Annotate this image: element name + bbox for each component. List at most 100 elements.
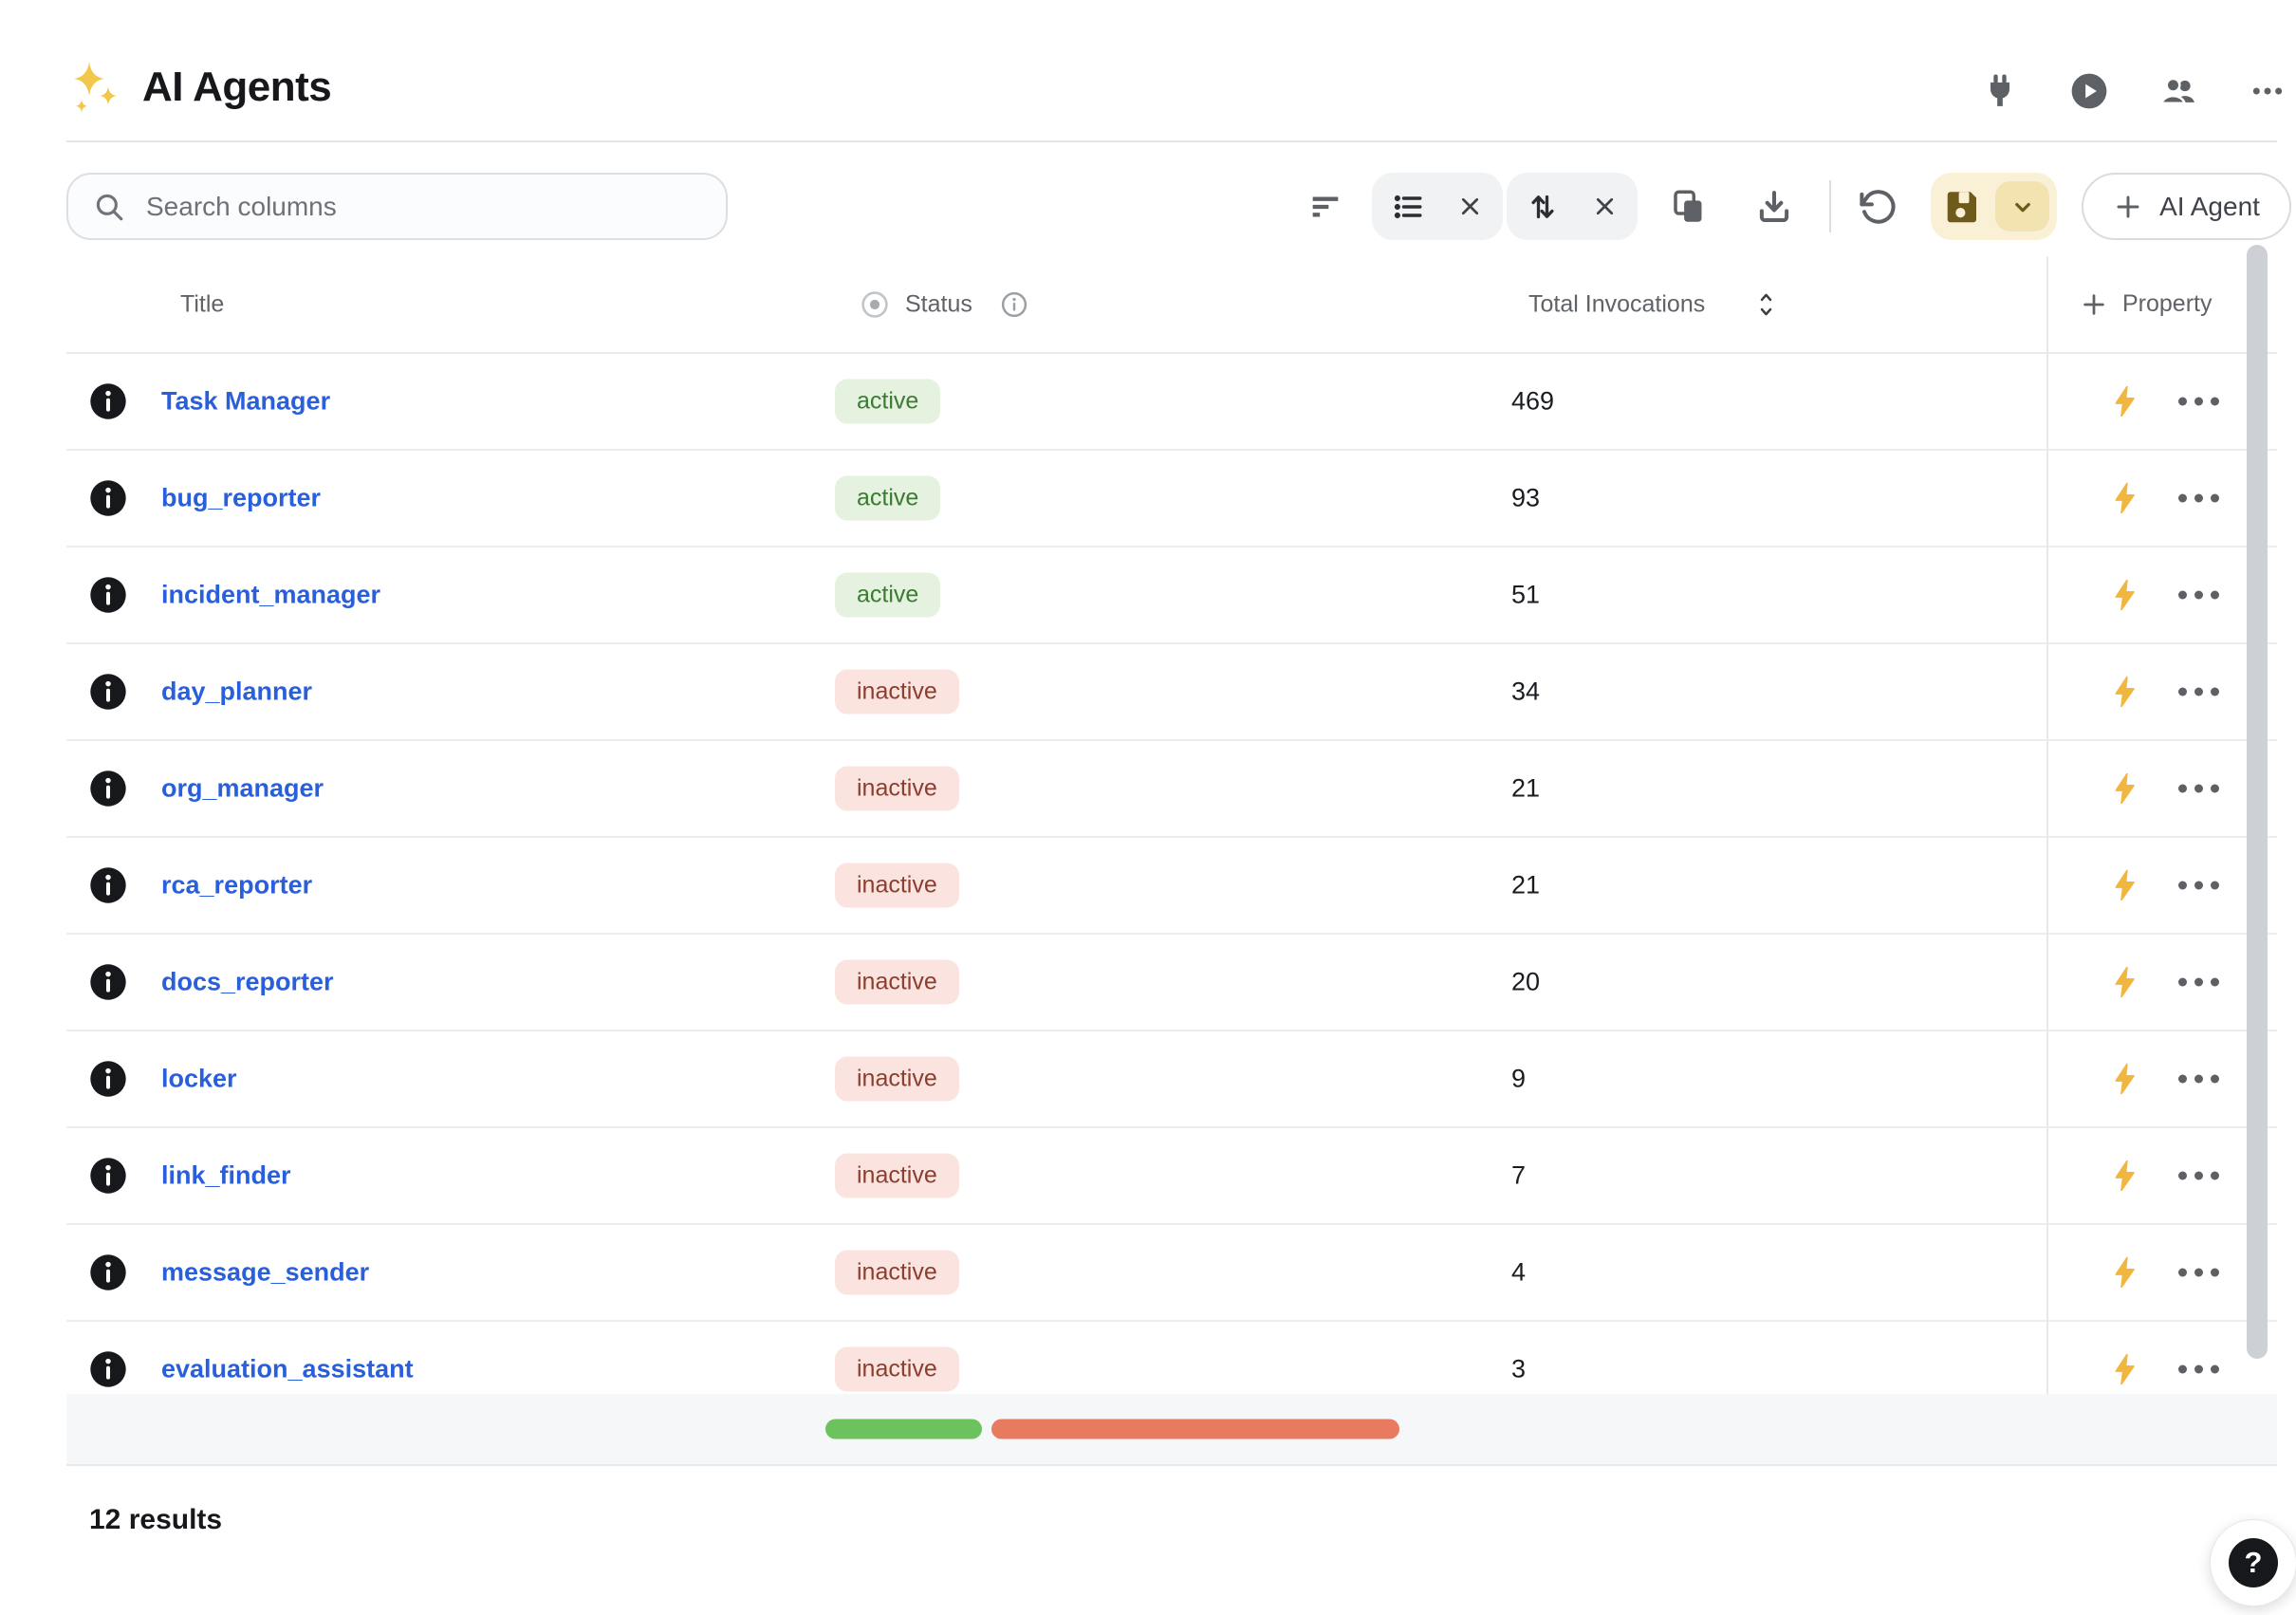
agent-title-link[interactable]: org_manager — [161, 773, 324, 803]
header-divider — [66, 140, 2277, 142]
help-button[interactable]: ? — [2210, 1519, 2296, 1606]
agent-title-link[interactable]: bug_reporter — [161, 483, 322, 512]
pinned-column-divider — [2046, 256, 2048, 1394]
add-property-button[interactable]: Property — [2080, 290, 2212, 319]
agent-title-link[interactable]: message_sender — [161, 1257, 370, 1287]
row-more-button[interactable] — [2176, 1066, 2221, 1093]
page-title: AI Agents — [142, 64, 332, 110]
row-info-icon[interactable] — [87, 1155, 129, 1197]
row-info-icon[interactable] — [87, 574, 129, 616]
clear-fields-icon[interactable] — [1456, 193, 1484, 220]
zap-icon[interactable] — [2108, 1255, 2142, 1290]
header-actions — [1979, 70, 2288, 112]
row-more-button[interactable] — [2176, 1162, 2221, 1190]
row-more-button[interactable] — [2176, 485, 2221, 512]
undo-icon[interactable] — [1856, 185, 1899, 229]
zap-icon[interactable] — [2108, 1352, 2142, 1386]
sparkles-icon — [68, 58, 127, 117]
status-badge: inactive — [835, 1056, 959, 1102]
zap-icon[interactable] — [2108, 578, 2142, 612]
row-more-button[interactable] — [2176, 775, 2221, 803]
invocations-value: 469 — [1511, 386, 1555, 416]
status-badge: active — [835, 379, 941, 424]
list-icon — [1391, 190, 1425, 224]
status-distribution — [825, 1419, 1399, 1439]
save-button[interactable] — [1931, 173, 2057, 240]
row-info-icon[interactable] — [87, 768, 129, 809]
play-icon[interactable] — [2068, 70, 2110, 112]
agent-title-link[interactable]: rca_reporter — [161, 870, 313, 900]
agent-title-link[interactable]: link_finder — [161, 1160, 291, 1190]
row-more-button[interactable] — [2176, 678, 2221, 706]
agent-title-link[interactable]: day_planner — [161, 677, 313, 706]
invocations-value: 20 — [1511, 967, 1541, 996]
invocations-value: 34 — [1511, 677, 1541, 706]
status-badge: active — [835, 572, 941, 618]
status-badge: inactive — [835, 669, 959, 715]
invocations-value: 93 — [1511, 483, 1541, 512]
agent-title-link[interactable]: Task Manager — [161, 386, 331, 416]
search-input[interactable] — [146, 191, 726, 222]
zap-icon[interactable] — [2108, 965, 2142, 999]
status-badge: inactive — [835, 863, 959, 908]
add-ai-agent-button[interactable]: AI Agent — [2082, 173, 2291, 240]
status-badge: inactive — [835, 766, 959, 811]
table-row: incident_manager active 51 — [66, 548, 2277, 644]
vertical-scrollbar-thumb[interactable] — [2247, 245, 2268, 1359]
search-columns-box — [66, 173, 728, 240]
zap-icon[interactable] — [2108, 1062, 2142, 1096]
sort-updown-icon[interactable] — [1753, 289, 1779, 320]
table-body: Task Manager active 469 bug_reporter act… — [66, 354, 2277, 1419]
filter-icon[interactable] — [1304, 185, 1347, 229]
row-info-icon[interactable] — [87, 1252, 129, 1293]
table-row: message_sender inactive 4 — [66, 1225, 2277, 1322]
invocations-value: 21 — [1511, 773, 1541, 803]
visible-fields-pill[interactable] — [1372, 173, 1503, 240]
info-icon[interactable] — [1000, 290, 1028, 319]
clear-sort-icon[interactable] — [1591, 193, 1619, 220]
invocations-value: 21 — [1511, 870, 1541, 900]
save-menu-chevron[interactable] — [1995, 181, 2049, 232]
row-info-icon[interactable] — [87, 961, 129, 1003]
row-info-icon[interactable] — [87, 1058, 129, 1100]
row-more-button[interactable] — [2176, 388, 2221, 416]
download-icon[interactable] — [1752, 185, 1796, 229]
zap-icon[interactable] — [2108, 771, 2142, 806]
distribution-bar-active — [825, 1419, 982, 1439]
status-badge: active — [835, 475, 941, 521]
invocations-value: 51 — [1511, 580, 1541, 609]
row-more-button[interactable] — [2176, 1259, 2221, 1287]
row-more-button[interactable] — [2176, 872, 2221, 900]
row-info-icon[interactable] — [87, 1348, 129, 1390]
status-badge: inactive — [835, 1346, 959, 1392]
row-more-button[interactable] — [2176, 969, 2221, 996]
table-row: day_planner inactive 34 — [66, 644, 2277, 741]
agent-title-link[interactable]: incident_manager — [161, 580, 381, 609]
row-info-icon[interactable] — [87, 381, 129, 422]
agent-title-link[interactable]: docs_reporter — [161, 967, 334, 996]
zap-icon[interactable] — [2108, 481, 2142, 515]
copy-icon[interactable] — [1667, 185, 1711, 229]
app-header: AI Agents — [68, 53, 332, 121]
sort-pill[interactable] — [1507, 173, 1638, 240]
plus-icon — [2113, 192, 2143, 222]
zap-icon[interactable] — [2108, 675, 2142, 709]
add-ai-agent-label: AI Agent — [2159, 191, 2260, 221]
invocations-value: 3 — [1511, 1354, 1527, 1383]
agent-title-link[interactable]: locker — [161, 1064, 237, 1093]
people-icon[interactable] — [2157, 70, 2199, 112]
column-header-status: Status — [905, 290, 972, 317]
row-more-button[interactable] — [2176, 582, 2221, 609]
more-icon[interactable] — [2247, 70, 2288, 112]
plug-icon[interactable] — [1979, 70, 2021, 112]
agent-title-link[interactable]: evaluation_assistant — [161, 1354, 414, 1383]
zap-icon[interactable] — [2108, 868, 2142, 902]
row-info-icon[interactable] — [87, 477, 129, 519]
distribution-bar-inactive — [991, 1419, 1399, 1439]
table-header-row: Title Status Total Invocations — [66, 256, 2277, 354]
row-more-button[interactable] — [2176, 1356, 2221, 1383]
row-info-icon[interactable] — [87, 864, 129, 906]
zap-icon[interactable] — [2108, 1159, 2142, 1193]
row-info-icon[interactable] — [87, 671, 129, 713]
zap-icon[interactable] — [2108, 384, 2142, 418]
